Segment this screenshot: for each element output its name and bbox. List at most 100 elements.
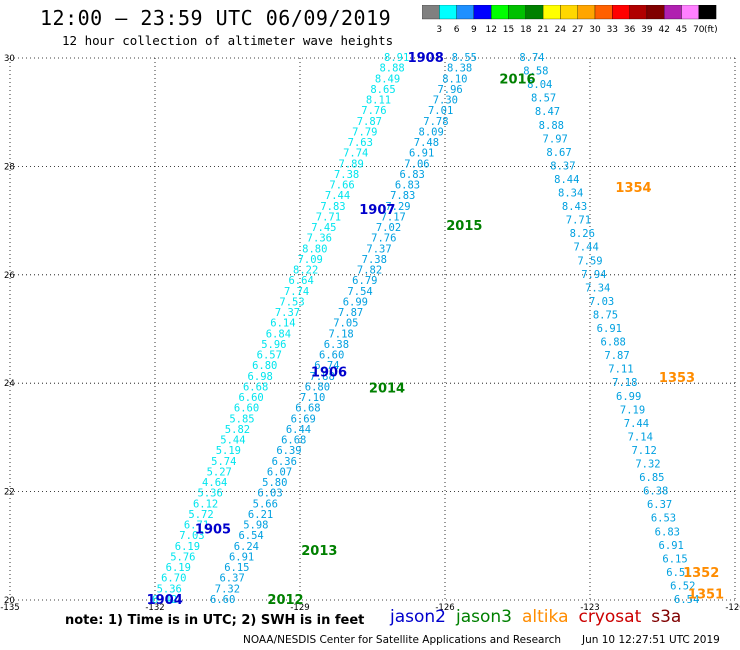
wave-height-value: 7.94 xyxy=(581,269,606,281)
legend-item-altika: altika xyxy=(522,607,569,627)
colorbar-label: 45 xyxy=(676,25,687,35)
colorbar-label: 24 xyxy=(555,25,567,35)
wave-height-value: 7.19 xyxy=(620,404,645,416)
pass-number-label: 1905 xyxy=(195,523,231,538)
wave-height-value: 6.71 xyxy=(184,520,209,532)
wave-height-value: 6.12 xyxy=(193,498,218,510)
wave-height-value: 7.44 xyxy=(573,242,598,254)
wave-height-value: 8.91 xyxy=(384,52,409,64)
wave-height-value: 6.60 xyxy=(319,350,344,362)
legend-item-jason2: jason2 xyxy=(390,607,446,627)
latitude-tick: 30 xyxy=(4,54,15,64)
wave-height-value: 8.11 xyxy=(366,95,391,107)
legend-item-jason3: jason3 xyxy=(456,607,512,627)
wave-height-value: 6.98 xyxy=(248,371,273,383)
wave-height-value: 5.82 xyxy=(225,424,250,436)
wave-height-value: 6.68 xyxy=(295,403,320,415)
colorbar-label: 39 xyxy=(641,25,653,35)
wave-height-value: 7.74 xyxy=(284,286,309,298)
colorbar-label: 21 xyxy=(537,25,548,35)
latitude-tick: 28 xyxy=(4,162,15,172)
credit-text: NOAA/NESDIS Center for Satellite Applica… xyxy=(243,634,561,646)
wave-height-value: 8.49 xyxy=(375,73,400,85)
wave-height-value: 7.87 xyxy=(357,116,382,128)
pass-number-label: 1351 xyxy=(688,588,724,603)
wave-height-value: 7.54 xyxy=(347,286,372,298)
wave-height-value: 6.38 xyxy=(643,486,668,498)
colorbar-label: 42 xyxy=(658,25,669,35)
wave-height-value: 7.32 xyxy=(635,459,660,471)
pass-number-label: 2015 xyxy=(446,219,482,234)
colorbar-unit: (ft) xyxy=(704,25,718,35)
wave-height-value: 5.66 xyxy=(253,498,278,510)
wave-height-value: 6.88 xyxy=(601,337,626,349)
wave-height-value: 6.38 xyxy=(324,339,349,351)
wave-height-value: 8.88 xyxy=(539,120,564,132)
wave-height-value: 6.70 xyxy=(161,573,186,585)
pass-labels: 1904 2012 1905 2013 1906 2014 1907 2015 1908 2016… xyxy=(147,51,725,608)
latitude-tick: 26 xyxy=(4,271,15,281)
wave-height-value: 6.85 xyxy=(639,472,664,484)
wave-height-value: 8.26 xyxy=(570,228,595,240)
wave-height-value: 6.83 xyxy=(655,526,680,538)
wave-height-value: 6.03 xyxy=(257,488,282,500)
wave-height-value: 6.37 xyxy=(647,499,672,511)
wave-height-value: 6.80 xyxy=(252,360,277,372)
colorbar-label: 9 xyxy=(471,25,477,35)
pass-number-label: 1907 xyxy=(359,203,395,218)
wave-height-value: 6.79 xyxy=(352,275,377,287)
wave-height-value: 6.54 xyxy=(674,594,699,606)
wave-height-value: 6.36 xyxy=(272,456,297,468)
wave-height-value: 8.44 xyxy=(554,174,579,186)
wave-height-value: 7.89 xyxy=(339,158,364,170)
pass-number-label: 2013 xyxy=(301,544,337,559)
wave-height-value: 6.57 xyxy=(257,350,282,362)
wave-height-value: 6.64 xyxy=(288,275,313,287)
wave-height-value: 6.91 xyxy=(597,323,622,335)
colorbar-label: 70 xyxy=(693,25,705,35)
wave-height-value: 7.14 xyxy=(628,431,653,443)
wave-height-value: 6.80 xyxy=(305,381,330,393)
wave-height-value: 6.07 xyxy=(267,466,292,478)
wave-height-value: 7.48 xyxy=(414,137,439,149)
wave-height-value: 7.32 xyxy=(215,583,240,595)
wave-height-value: 8.88 xyxy=(379,63,404,75)
wave-height-value: 4.64 xyxy=(202,477,227,489)
wave-height-value: 5.36 xyxy=(157,583,182,595)
wave-height-value: 6.83 xyxy=(400,169,425,181)
legend-item-s3a: s3a xyxy=(651,607,682,627)
colorbar-label: 30 xyxy=(589,25,601,35)
wave-height-value: 6.21 xyxy=(248,509,273,521)
wave-height-value: 7.03 xyxy=(179,530,204,542)
wave-height-value: 8.37 xyxy=(550,160,575,172)
wave-height-value: 6.37 xyxy=(219,573,244,585)
legend-item-cryosat: cryosat xyxy=(578,607,642,627)
wave-height-value: 8.43 xyxy=(562,201,587,213)
colorbar-label: 12 xyxy=(485,25,496,35)
altimeter-map: -135 -132 -129 -126 -123 -120 20 22 24 26 28 30 6.4… xyxy=(0,51,740,610)
wave-height-value: 6.84 xyxy=(266,328,291,340)
wave-height-value: 7.96 xyxy=(437,84,462,96)
pass-number-label: 1354 xyxy=(615,181,651,196)
wave-height-value: 6.68 xyxy=(281,435,306,447)
pass-number-label: 1908 xyxy=(408,51,444,66)
wave-height-value: 5.36 xyxy=(198,488,223,500)
colorbar-swatch xyxy=(698,5,717,20)
wave-height-value: 6.60 xyxy=(234,403,259,415)
map-grid xyxy=(9,57,736,601)
wave-height-value: 6.42 xyxy=(152,594,177,606)
wave-height-colorbar: 3 6 9 12 15 18 21 24 27 30 33 36 39 42 45 70 (ft) xyxy=(422,5,718,35)
wave-height-value: 7.06 xyxy=(404,158,429,170)
wave-height-value: 6.15 xyxy=(224,562,249,574)
wave-height-value: 8.55 xyxy=(452,52,477,64)
wave-height-value: 5.85 xyxy=(229,413,254,425)
latitude-tick: 22 xyxy=(4,488,15,498)
wave-height-value: 8.67 xyxy=(546,147,571,159)
wave-height-value: 7.37 xyxy=(275,307,300,319)
longitude-tick: -135 xyxy=(0,603,19,610)
satellite-legend: jason2 jason3 altika cryosat s3a xyxy=(390,607,691,627)
wave-height-value: 7.53 xyxy=(279,296,304,308)
wave-height-value: 6.74 xyxy=(314,360,339,372)
wave-height-value: 7.44 xyxy=(624,418,649,430)
wave-height-value: 7.30 xyxy=(433,95,458,107)
